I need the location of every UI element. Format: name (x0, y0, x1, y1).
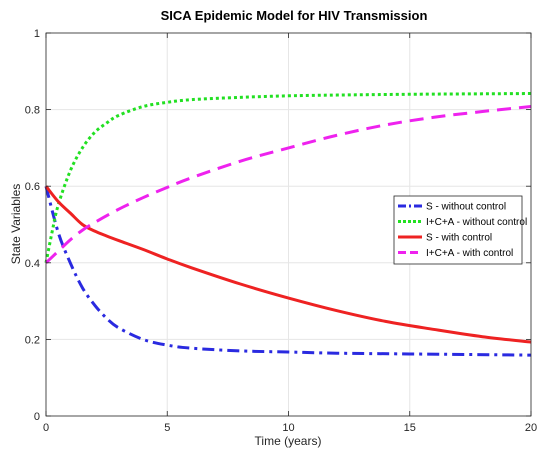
legend-entry-label: I+C+A - without control (426, 217, 527, 228)
legend-entry-label: S - without control (426, 202, 506, 213)
series-line-2 (44, 92, 532, 264)
series-line-3 (44, 185, 532, 344)
x-tick-label: 10 (282, 422, 294, 434)
series-line-4 (44, 105, 532, 264)
legend-entry-label: S - with control (426, 233, 492, 244)
y-tick-label: 0.4 (25, 258, 40, 270)
chart-title: SICA Epidemic Model for HIV Transmission (161, 8, 428, 23)
x-tick-label: 15 (404, 422, 416, 434)
x-tick-label: 5 (164, 422, 170, 434)
y-tick-label: 0.2 (25, 334, 40, 346)
series-line-1 (44, 185, 532, 357)
x-axis-label: Time (years) (255, 434, 322, 448)
y-tick-label: 1 (34, 28, 40, 40)
legend: S - without control I+C+A - without contr… (393, 195, 527, 265)
y-tick-label: 0.6 (25, 181, 40, 193)
y-axis-label: State Variables (9, 184, 23, 265)
series-group (44, 92, 532, 357)
legend-entry-label: I+C+A - with control (426, 248, 513, 259)
y-tick-label: 0.8 (25, 105, 40, 117)
axis-ticks: 0 5 10 15 20 0 0.2 0.4 0.6 0.8 1 (25, 28, 537, 434)
y-tick-label: 0 (34, 411, 40, 423)
x-tick-label: 20 (525, 422, 537, 434)
x-tick-label: 0 (43, 422, 49, 434)
